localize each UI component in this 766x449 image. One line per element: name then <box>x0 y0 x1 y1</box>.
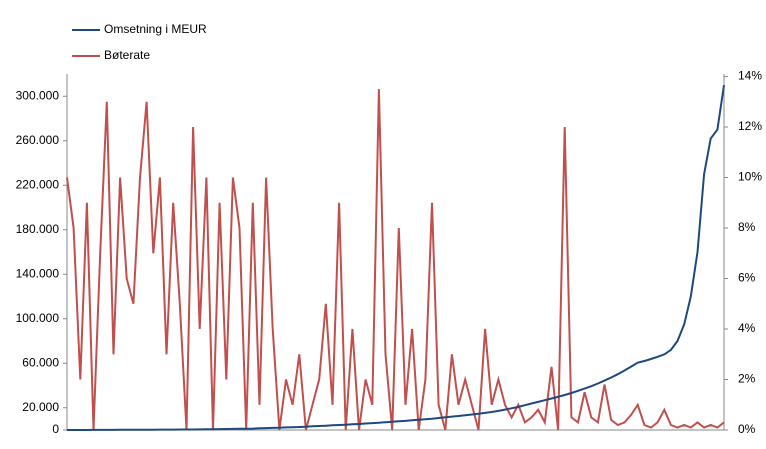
series-line <box>66 89 725 431</box>
y2-tick-label: 12% <box>738 119 762 133</box>
y-tick-label: 60.000 <box>22 355 59 369</box>
y2-tick-label: 4% <box>738 321 756 335</box>
y-tick-label: 20.000 <box>22 400 59 414</box>
y2-tick-label: 8% <box>738 220 756 234</box>
y-tick-label: 220.000 <box>16 177 60 191</box>
series-line <box>67 84 725 431</box>
y-tick-label: 300.000 <box>16 88 60 102</box>
y-tick-label: 0 <box>52 422 59 436</box>
y2-tick-label: 10% <box>738 170 762 184</box>
y2-tick-label: 6% <box>738 271 756 285</box>
y-tick-label: 140.000 <box>16 266 60 280</box>
y-tick-label: 260.000 <box>16 133 60 147</box>
y2-tick-label: 14% <box>738 69 762 83</box>
y-tick-label: 180.000 <box>16 222 60 236</box>
y-tick-label: 100.000 <box>16 311 60 325</box>
y2-tick-label: 2% <box>738 372 756 386</box>
legend-label: Bøterate <box>104 48 150 62</box>
legend-label: Omsetning i MEUR <box>104 22 207 36</box>
y2-tick-label: 0% <box>738 422 756 436</box>
